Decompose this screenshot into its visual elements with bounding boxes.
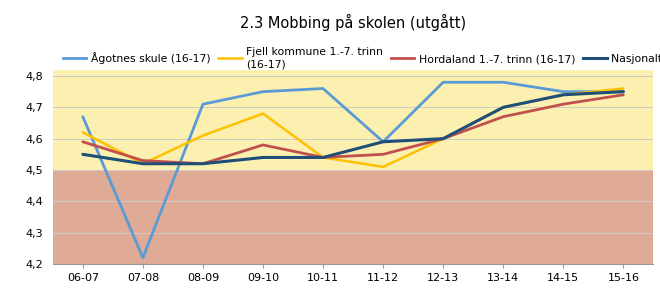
Bar: [53, 70, 653, 170]
Bar: [53, 170, 653, 264]
Text: 2.3 Mobbing på skolen (utgått): 2.3 Mobbing på skolen (utgått): [240, 14, 466, 31]
Legend: Ågotnes skule (16-17), Fjell kommune 1.-7. trinn
(16-17), Hordaland 1.-7. trinn : Ågotnes skule (16-17), Fjell kommune 1.-…: [58, 43, 660, 74]
